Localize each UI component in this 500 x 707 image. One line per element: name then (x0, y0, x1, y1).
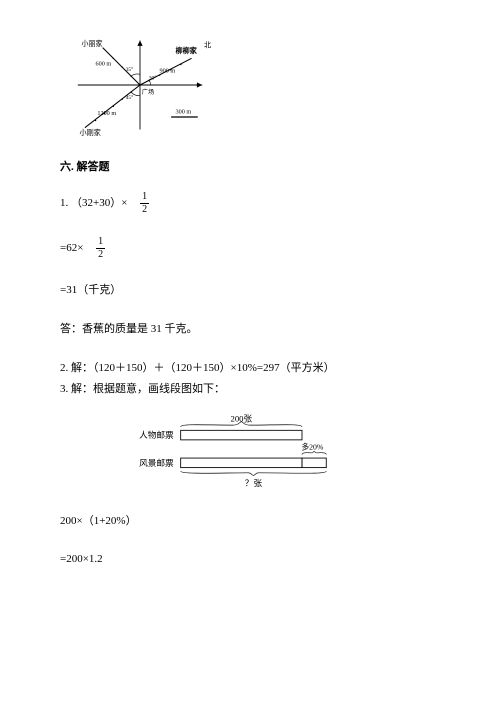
q1-step2: =62× 1 2 (60, 237, 440, 260)
q3-line: 3. 解：根据题意，画线段图如下： (60, 381, 440, 398)
q1-answer: 答：香蕉的质量是 31 千克。 (60, 321, 440, 338)
direction-diagram: 小丽家 600 m 柳柳家 900 m 广场 小刚家 1200 m 300 m … (60, 30, 220, 140)
label-bottomleft-dist: 1200 m (97, 110, 116, 117)
fraction-1-2: 1 2 (140, 192, 149, 215)
label-a3: 45° (126, 94, 133, 101)
page: 小丽家 600 m 柳柳家 900 m 广场 小刚家 1200 m 300 m … (0, 0, 500, 707)
tape-label1: 人物邮票 (139, 429, 174, 440)
label-a1: 35° (126, 66, 133, 73)
label-right-dist: 900 m (160, 68, 176, 75)
label-north: 北 (204, 42, 211, 50)
q1-step2-text: =62× (60, 242, 83, 254)
tape-svg: 200张 人物邮票 风景邮票 多20% ？张 (120, 412, 380, 492)
label-topleft: 小丽家 (81, 39, 102, 48)
q1-step1: 1. （32+30）× 1 2 (60, 192, 440, 215)
q1-step3: =31（千克） (60, 282, 440, 299)
label-center: 广场 (142, 88, 154, 96)
q3-step1: 200×（1+20%） (60, 513, 440, 530)
label-topleft-dist: 600 m (96, 60, 112, 67)
tape-top-val: 200张 (231, 413, 253, 423)
section-6-heading: 六. 解答题 (60, 158, 440, 174)
label-a2: 30° (149, 75, 156, 82)
q3-step2: =200×1.2 (60, 551, 440, 568)
tape-bottomq: ？张 (245, 477, 263, 487)
direction-svg: 小丽家 600 m 柳柳家 900 m 广场 小刚家 1200 m 300 m … (60, 30, 220, 140)
tape-label2: 风景邮票 (139, 456, 174, 467)
label-bottomleft: 小刚家 (80, 128, 101, 137)
label-scale: 300 m (176, 108, 192, 115)
tape-diagram: 200张 人物邮票 风景邮票 多20% ？张 (120, 412, 380, 495)
fraction-1-2b: 1 2 (96, 237, 105, 260)
label-right: 柳柳家 (176, 46, 198, 55)
q1-step1-text: 1. （32+30）× (60, 197, 127, 209)
tape-extra: 多20% (301, 441, 324, 451)
q2-line: 2. 解：（120＋150）＋（120＋150）×10%=297（平方米） (60, 359, 440, 375)
